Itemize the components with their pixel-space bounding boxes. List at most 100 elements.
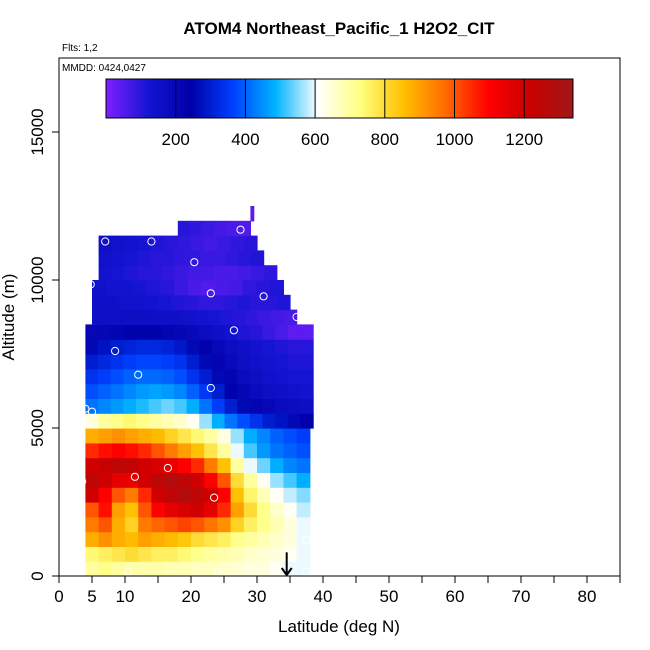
heatmap-cell [224,413,238,429]
heatmap-cell [164,457,179,473]
heatmap-cell [98,398,112,414]
sample-point [259,292,268,301]
heatmap-cell [287,413,302,429]
heatmap-cell [125,502,139,518]
heatmap-cell [300,413,314,429]
x-tick-label: 70 [512,587,531,606]
heatmap-cell [138,428,152,444]
heatmap-cell [243,428,258,444]
heatmap-cell [217,457,232,473]
heatmap-cell [92,309,106,325]
heatmap-cell [125,472,139,488]
sample-point [229,326,238,335]
heatmap-cell [230,516,245,533]
heatmap-cell [136,398,150,414]
heatmap-cell [125,561,139,576]
heatmap-cell [243,561,258,576]
heatmap-cell [148,383,162,399]
heatmap-cell [173,383,188,399]
colorbar-ticks: 200 400 600 800 1000 1200 [162,79,543,149]
heatmap-cell [146,280,161,296]
heatmap-cell [204,531,218,547]
heatmap-cell [245,309,259,325]
heatmap-cell [256,280,271,296]
heatmap-cell [199,383,213,399]
heatmap-cell [243,442,258,459]
marker-arrow-head [280,567,293,577]
heatmap-cell [177,531,192,547]
x-tick-label: 50 [380,587,399,606]
heatmap-cell [138,487,152,503]
heatmap-cell [98,531,113,547]
heatmap-cell [275,398,289,414]
heatmap-cell [214,220,227,237]
heatmap-cell [238,250,252,266]
heatmap-cell [85,428,100,444]
heatmap-cell [186,339,200,355]
heatmap-cell [123,354,137,370]
heatmap-cell [237,398,251,414]
heatmap-cell [174,265,189,281]
heatmap-cell [275,324,289,340]
heatmap-cell [204,516,218,533]
heatmap-cell [257,487,271,503]
heatmap-cell [191,442,205,459]
heatmap-cell [123,324,137,340]
heatmap-cell [287,368,302,385]
heatmap-cell [250,206,255,222]
heatmap-cell [161,413,175,429]
heatmap-cell [270,442,284,459]
heatmap-cell [177,457,192,473]
heatmap-cell [211,398,226,414]
sample-point [292,312,301,322]
heatmap-cell [217,472,232,488]
heatmap-cell [111,502,126,518]
heatmap-cell [283,472,298,488]
chart-title: ATOM4 Northeast_Pacific_1 H2O2_CIT [183,19,495,38]
heatmap-cell [262,339,276,355]
heatmap-cell [173,354,188,370]
heatmap-cell [186,398,200,414]
heatmap-cell [249,324,264,340]
heatmap-cell [296,472,311,488]
y-axis: 0 5000 10000 15000 [28,108,59,581]
heatmap-cell [242,280,257,296]
heatmap-cell [211,324,226,340]
heatmap-cell [173,368,188,385]
heatmap-cell [287,324,302,340]
heatmap-cell [98,413,112,429]
heatmap-cell [243,531,258,547]
heatmap-cell [161,398,175,414]
heatmap-cell [211,339,226,355]
heatmap-cell [199,324,213,340]
heatmap-cell [237,324,251,340]
x-tick-label: 0 [54,587,63,606]
heatmap-cell [151,428,166,444]
colorbar-tick-label: 1000 [436,130,474,149]
heatmap-cell [85,413,99,429]
heatmap-cell [270,561,284,576]
heatmap-cell [217,428,232,444]
heatmap-cell [151,235,166,251]
heatmap-cell [158,294,172,311]
heatmap-cell [85,502,100,518]
heatmap-cell [125,531,139,547]
heatmap-cell [118,294,133,311]
heatmap-cell [204,235,218,251]
heatmap-cell [186,368,200,385]
heatmap-cell [144,294,159,311]
heatmap-cell [257,502,271,518]
heatmap-cell [211,413,226,429]
heatmap-cell [119,280,134,296]
sample-point [87,407,97,416]
heatmap-cell [98,339,112,355]
heatmap-cell [257,457,271,473]
heatmap-cell [123,339,137,355]
x-tick-label: 80 [578,587,597,606]
sample-point [147,237,156,246]
heatmap-cell [85,442,100,459]
heatmap-cell [173,398,188,414]
heatmap-cell [161,339,175,355]
heatmap-cell [217,442,232,459]
heatmap-cell [173,324,188,340]
